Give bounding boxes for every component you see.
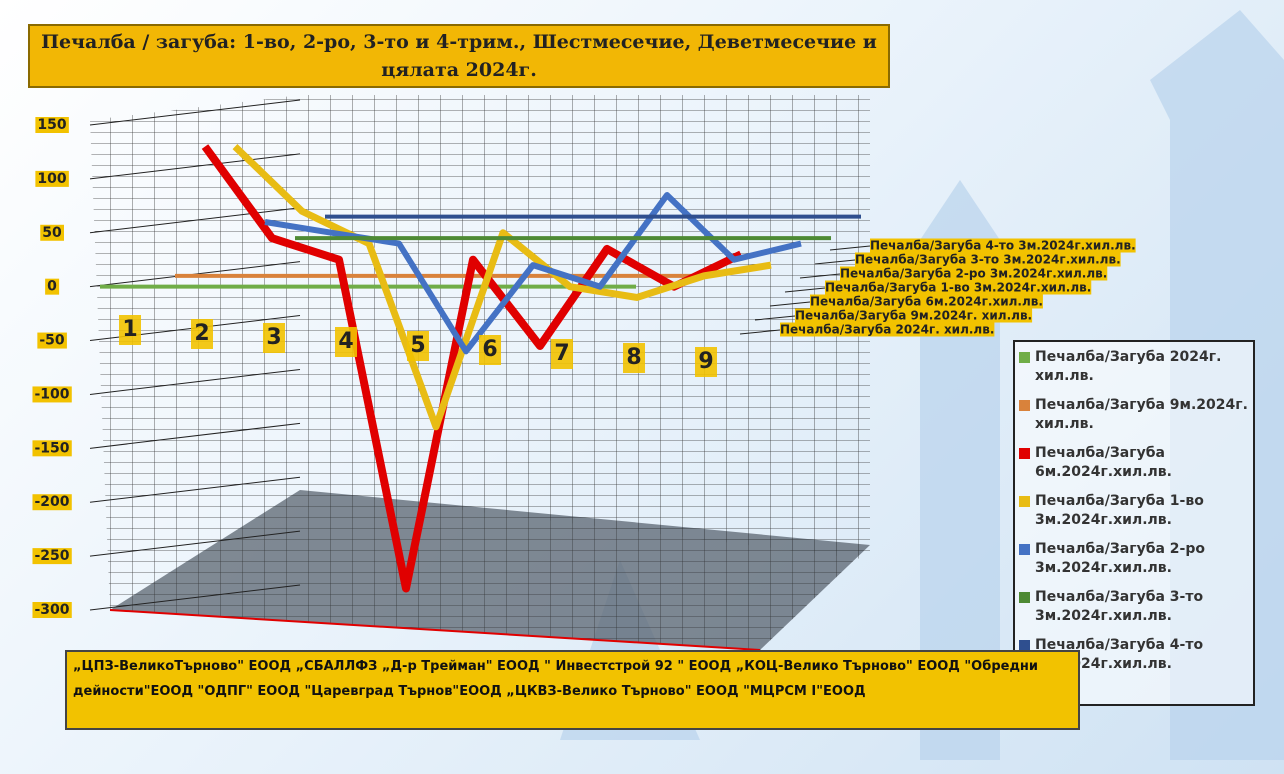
grid-line [89, 368, 301, 395]
x-tick-label: 7 [554, 341, 569, 366]
y-tick-bg [40, 224, 64, 241]
y-tick-bg [45, 278, 60, 295]
y-tick-bg [32, 440, 72, 457]
legend-label: Печалба/Загуба 6м.2024г.хил.лв. [1035, 445, 1172, 480]
x-tick-label: 8 [626, 345, 641, 370]
category-bg [623, 343, 645, 373]
x-tick-label: 3 [266, 325, 281, 350]
y-tick-label: -200 [34, 494, 69, 510]
series-depth-label: Печалба/Загуба 9м.2024г. хил.лв. [795, 309, 1032, 323]
y-tick-bg [35, 170, 69, 187]
back-wall [300, 95, 870, 560]
legend-label: Печалба/Загуба 2024г. хил.лв. [1035, 349, 1222, 384]
y-tick-bg [37, 332, 67, 349]
depth-label-bg [855, 252, 1121, 267]
x-tick-label: 6 [482, 337, 497, 362]
legend-swatch [1019, 448, 1030, 459]
y-tick-label: 50 [42, 225, 62, 241]
category-bg [119, 315, 141, 345]
depth-label-bg [825, 280, 1092, 295]
legend-entry: Печалба/Загуба 9м.2024г. хил.лв. [1019, 396, 1249, 434]
y-tick-bg [35, 117, 69, 133]
legend-swatch [1019, 496, 1030, 507]
legend-entry: Печалба/Загуба 6м.2024г.хил.лв. [1019, 444, 1249, 482]
category-bg [407, 331, 429, 361]
legend-label: Печалба/Загуба 2-ро 3м.2024г.хил.лв. [1035, 541, 1205, 576]
depth-leader [784, 287, 826, 293]
grid-line [89, 153, 301, 180]
category-bg [335, 327, 357, 357]
x-tick-label: 9 [698, 349, 713, 374]
legend-swatch [1019, 544, 1030, 555]
x-tick-label: 4 [338, 329, 353, 354]
side-wall [90, 95, 300, 610]
footnote: „ЦПЗ-ВеликоТърново" ЕООД „СБАЛЛФЗ „Д-р Т… [65, 650, 1080, 730]
y-tick-bg [32, 548, 72, 565]
series-line [201, 144, 743, 593]
x-tick-label: 2 [194, 321, 209, 346]
depth-leader [814, 259, 856, 265]
grid-line [89, 584, 301, 611]
grid-line [89, 422, 301, 449]
series-depth-label: Печалба/Загуба 4-то 3м.2024г.хил.лв. [870, 239, 1136, 253]
y-tick-bg [32, 602, 72, 618]
legend-entry: Печалба/Загуба 1-во 3м.2024г.хил.лв. [1019, 492, 1249, 530]
category-bg [263, 323, 285, 353]
depth-label-bg [795, 308, 1033, 323]
legend-swatch [1019, 400, 1030, 411]
y-tick-bg [32, 386, 72, 403]
legend: Печалба/Загуба 2024г. хил.лв. Печалба/Заг… [1013, 340, 1255, 706]
depth-leader [754, 315, 796, 321]
series-depth-label: Печалба/Загуба 1-во 3м.2024г.хил.лв. [825, 281, 1091, 295]
series-depth-label: Печалба/Загуба 3-то 3м.2024г.хил.лв. [855, 253, 1121, 267]
category-bg [191, 319, 213, 349]
depth-leader [829, 245, 871, 251]
y-tick-label: -300 [34, 602, 69, 618]
series-depth-label: Печалба/Загуба 2-ро 3м.2024г.хил.лв. [840, 267, 1107, 281]
legend-label: Печалба/Загуба 1-во 3м.2024г.хил.лв. [1035, 493, 1204, 528]
depth-label-bg [780, 322, 995, 337]
y-tick-label: 0 [47, 279, 57, 295]
depth-leader [769, 301, 811, 307]
floor-grid [110, 490, 870, 650]
y-tick-label: -100 [34, 386, 69, 402]
legend-label: Печалба/Загуба 9м.2024г. хил.лв. [1035, 397, 1248, 432]
legend-swatch [1019, 640, 1030, 651]
grid-line [89, 476, 301, 503]
floor-edge [109, 609, 761, 651]
grid-line [89, 207, 301, 234]
chart-title: Печалба / загуба: 1-во, 2-ро, 3-то и 4-т… [28, 24, 890, 88]
depth-label-bg [870, 238, 1136, 253]
series-depth-label: Печалба/Загуба 6м.2024г.хил.лв. [810, 295, 1043, 309]
depth-label-bg [840, 266, 1108, 281]
y-tick-label: -250 [34, 548, 69, 564]
legend-swatch [1019, 592, 1030, 603]
category-bg [479, 335, 501, 365]
legend-entry: Печалба/Загуба 3-то 3м.2024г.хил.лв. [1019, 588, 1249, 626]
y-tick-label: 150 [37, 117, 66, 133]
category-bg [695, 347, 717, 377]
legend-entry: Печалба/Загуба 2024г. хил.лв. [1019, 348, 1249, 386]
series-line [232, 144, 772, 431]
legend-swatch [1019, 352, 1030, 363]
y-tick-bg [32, 494, 72, 511]
y-tick-label: -150 [34, 440, 69, 456]
depth-leader [739, 329, 781, 335]
series-depth-label: Печалба/Загуба 2024г. хил.лв. [780, 323, 994, 337]
grid-line [89, 99, 301, 126]
legend-entry: Печалба/Загуба 2-ро 3м.2024г.хил.лв. [1019, 540, 1249, 578]
x-tick-label: 1 [122, 317, 137, 342]
legend-label: Печалба/Загуба 3-то 3м.2024г.хил.лв. [1035, 589, 1204, 624]
y-tick-label: 100 [37, 171, 66, 187]
category-bg [551, 339, 573, 369]
depth-leader [799, 273, 841, 279]
depth-label-bg [810, 294, 1043, 309]
grid-line [89, 530, 301, 557]
y-tick-label: -50 [39, 333, 65, 349]
x-tick-label: 5 [410, 333, 425, 358]
